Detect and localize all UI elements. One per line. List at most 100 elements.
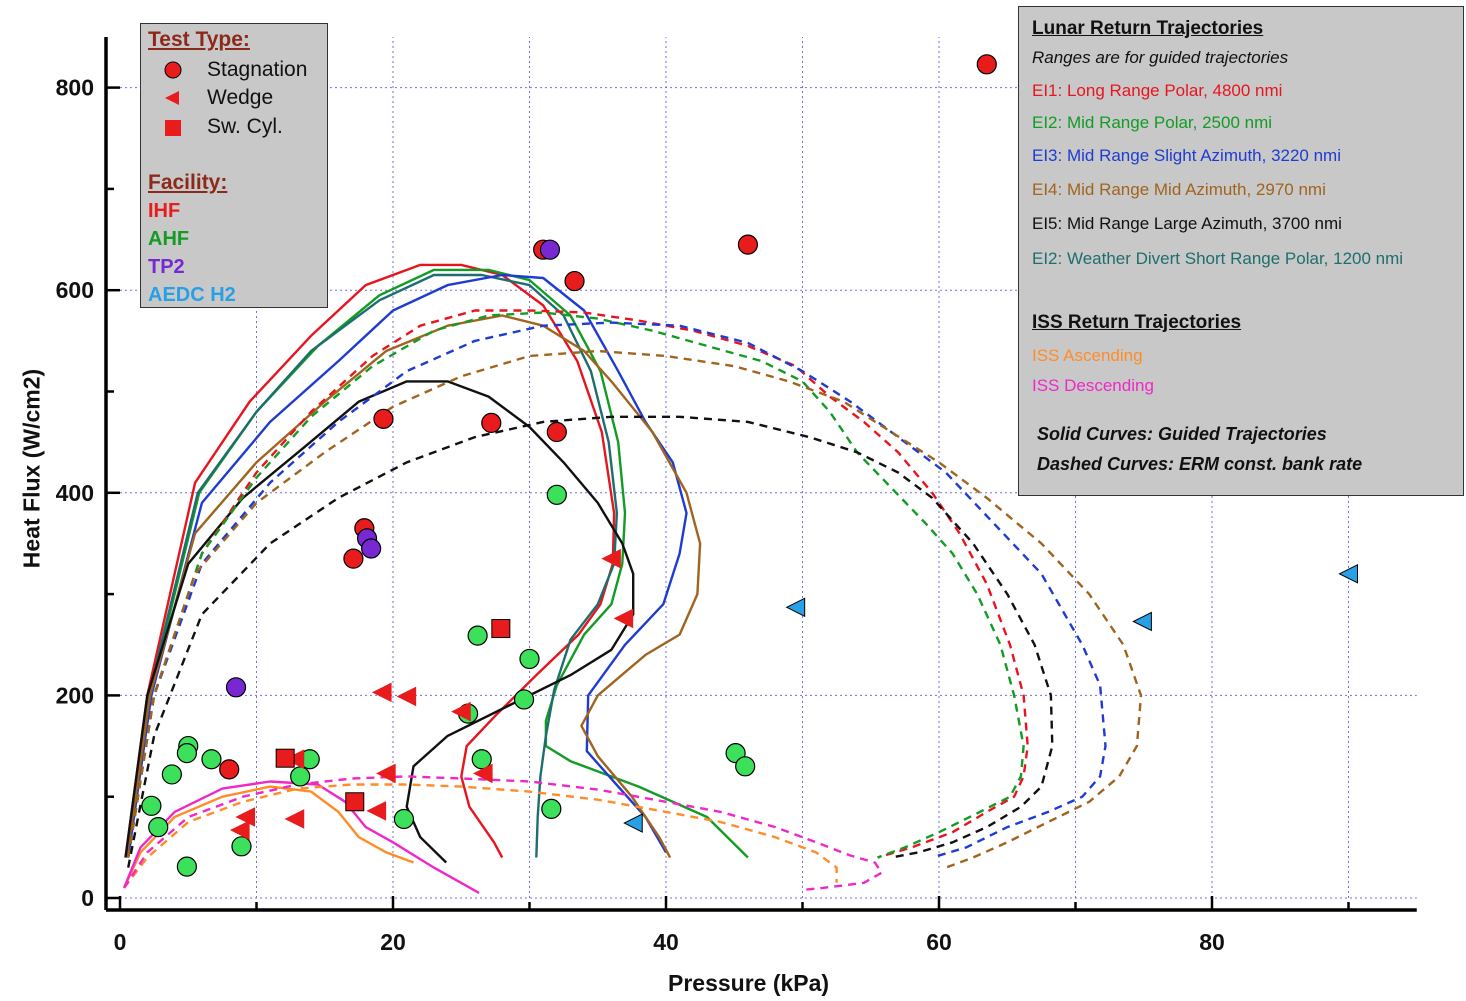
series-line-11 — [127, 349, 1143, 869]
marker-stagnation-17 — [513, 689, 535, 710]
marker-wedge-50 — [1132, 611, 1152, 632]
marker-stagnation-10 — [539, 239, 561, 260]
marker-wedge-40 — [472, 763, 493, 784]
marker-swcyl-46 — [491, 619, 511, 639]
marker-stagnation-13 — [225, 677, 247, 698]
marker-stagnation-4 — [373, 408, 394, 429]
x-tick-label: 40 — [653, 929, 679, 955]
marker-wedge-38 — [451, 701, 471, 722]
series-line-14 — [123, 775, 883, 892]
legend-markers — [164, 61, 182, 136]
y-tick-label: 200 — [56, 682, 94, 708]
legend-note-solid: Solid Curves: Guided Trajectories — [1037, 424, 1327, 444]
marker-wedge-45 — [284, 749, 305, 770]
marker-wedge-43 — [235, 807, 256, 827]
series-line-12 — [127, 415, 1054, 868]
y-tick-label: 400 — [56, 480, 94, 506]
y-tick-label: 600 — [56, 277, 94, 303]
marker-stagnation-32 — [231, 836, 252, 857]
series-line-8 — [127, 309, 1029, 859]
marker-stagnation-21 — [735, 756, 756, 777]
marker-wedge-34 — [601, 548, 621, 569]
series-line-6 — [123, 785, 414, 889]
trajectory-curves — [122, 263, 1143, 894]
marker-stagnation-5 — [481, 412, 502, 434]
marker-stagnation-12 — [361, 538, 382, 559]
y-tick-label: 0 — [81, 885, 94, 911]
legend-iss-descending: ISS Descending — [1032, 376, 1154, 395]
marker-stagnation-27 — [161, 764, 182, 785]
series-line-10 — [127, 321, 1107, 859]
y-axis-label: Heat Flux (W/cm2) — [18, 368, 45, 569]
legend-ei1: EI1: Long Range Polar, 4800 nmi — [1032, 81, 1283, 100]
marker-stagnation-16 — [519, 648, 540, 670]
legend-stagnation: Stagnation — [207, 58, 308, 81]
x-tick-label: 0 — [114, 929, 127, 955]
facility-ihf: IHF — [148, 200, 181, 222]
lunar-title: Lunar Return Trajectories — [1032, 18, 1264, 39]
x-axis-label: Pressure (kPa) — [668, 970, 830, 996]
marker-stagnation-14 — [546, 484, 567, 505]
legend-ei5: EI5: Mid Range Large Azimuth, 3700 nmi — [1032, 214, 1342, 233]
facility-ahf: AHF — [148, 228, 190, 250]
legend-note-dashed: Dashed Curves: ERM const. bank rate — [1037, 454, 1363, 474]
marker-wedge-51 — [1338, 564, 1358, 584]
series-line-9 — [127, 311, 1025, 859]
marker-wedge-44 — [230, 820, 250, 840]
marker-swcyl-47 — [275, 748, 295, 768]
facility-aedc-h2: AEDC H2 — [148, 284, 236, 306]
data-markers — [141, 54, 1358, 877]
x-tick-label: 20 — [380, 929, 406, 955]
marker-wedge-35 — [613, 608, 634, 629]
marker-stagnation-25 — [176, 743, 197, 764]
marker-stagnation-8 — [343, 548, 364, 569]
sw-cyl-marker-icon — [165, 120, 181, 136]
marker-wedge-42 — [284, 809, 305, 829]
marker-stagnation-30 — [141, 795, 162, 816]
x-tick-label: 80 — [1199, 929, 1225, 955]
marker-stagnation-19 — [471, 749, 492, 770]
facility-title: Facility: — [148, 171, 228, 194]
marker-stagnation-23 — [393, 808, 415, 830]
series-line-5 — [124, 380, 635, 864]
iss-title: ISS Return Trajectories — [1032, 312, 1242, 333]
marker-wedge-49 — [785, 597, 806, 618]
legend-ei3: EI3: Mid Range Slight Azimuth, 3220 nmi — [1032, 146, 1341, 165]
marker-stagnation-9 — [219, 759, 240, 780]
legend-ei2: EI2: Mid Range Polar, 2500 nmi — [1032, 113, 1273, 132]
wedge-marker-icon — [165, 91, 179, 105]
facility-tp2: TP2 — [148, 256, 185, 278]
stagnation-marker-icon — [164, 61, 182, 79]
marker-stagnation-15 — [467, 625, 488, 646]
marker-stagnation-6 — [546, 421, 567, 443]
test-type-title: Test Type: — [148, 28, 250, 51]
marker-wedge-36 — [371, 682, 392, 703]
legend-sw-cyl: Sw. Cyl. — [207, 115, 283, 138]
series-line-7 — [122, 780, 480, 894]
marker-stagnation-29 — [290, 766, 311, 787]
trajectory-legend: Lunar Return Trajectories Ranges are for… — [1018, 6, 1464, 496]
marker-stagnation-33 — [176, 856, 197, 877]
marker-stagnation-0 — [976, 54, 997, 75]
lunar-subtitle: Ranges are for guided trajectories — [1032, 48, 1289, 67]
x-tick-label: 60 — [926, 929, 952, 955]
marker-stagnation-22 — [541, 798, 562, 819]
marker-wedge-41 — [366, 801, 387, 821]
marker-stagnation-1 — [737, 234, 759, 255]
series-line-3 — [127, 273, 688, 858]
legend-ei4: EI4: Mid Range Mid Azimuth, 2970 nmi — [1032, 180, 1326, 199]
marker-stagnation-26 — [201, 749, 222, 770]
series-line-2 — [125, 273, 619, 858]
marker-stagnation-3 — [564, 270, 585, 292]
marker-wedge-37 — [396, 686, 417, 707]
legend-ei2-weather: EI2: Weather Divert Short Range Polar, 1… — [1032, 249, 1404, 268]
marker-swcyl-48 — [345, 792, 365, 812]
legend-wedge: Wedge — [207, 86, 274, 109]
series-line-0 — [124, 263, 616, 859]
marker-wedge-39 — [376, 763, 396, 784]
y-tick-label: 800 — [56, 75, 94, 101]
marker-wedge-52 — [623, 813, 643, 833]
marker-stagnation-31 — [148, 816, 169, 838]
